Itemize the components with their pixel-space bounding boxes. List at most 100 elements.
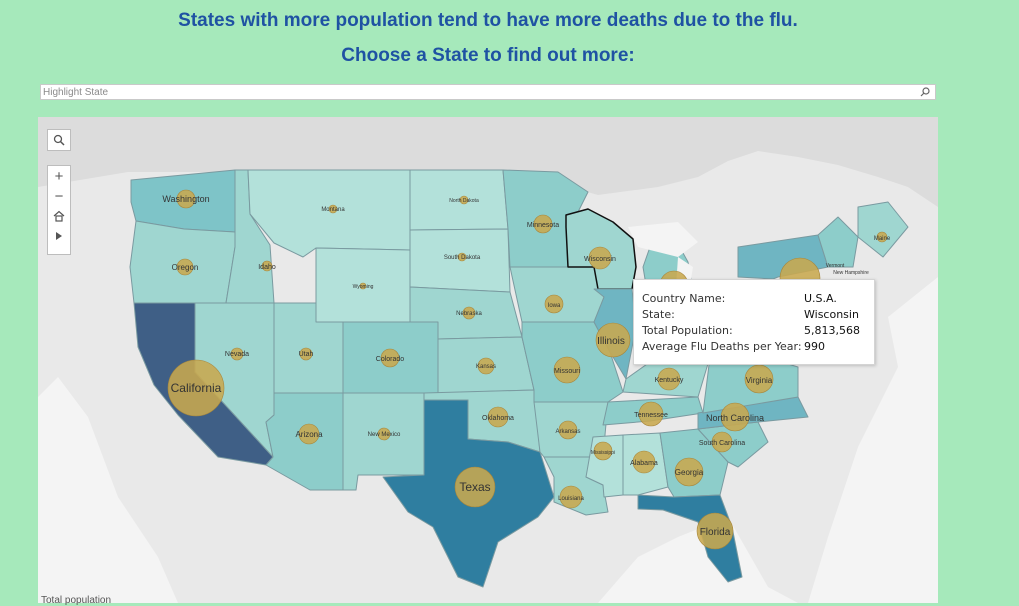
- bubble-iowa[interactable]: [544, 294, 564, 314]
- play-arrow-icon[interactable]: [48, 226, 70, 246]
- bubble-arkansas[interactable]: [558, 420, 578, 440]
- map-search-tool[interactable]: [47, 129, 71, 151]
- label-iowa: Iowa: [548, 303, 561, 309]
- label-new-mexico: New Mexico: [368, 432, 401, 438]
- title-line-1: States with more population tend to have…: [178, 10, 798, 31]
- bubble-georgia[interactable]: [674, 457, 704, 487]
- bubble-north-carolina[interactable]: [720, 402, 750, 432]
- label-utah: Utah: [299, 351, 314, 358]
- tooltip-row-country: Country Name: U.S.A.: [642, 291, 866, 307]
- bubble-wyoming[interactable]: [359, 282, 367, 290]
- label-minnesota: Minnesota: [527, 222, 559, 229]
- label-nebraska: Nebraska: [456, 311, 482, 317]
- lake-superior: [628, 222, 698, 257]
- bubble-missouri[interactable]: [553, 356, 581, 384]
- bubble-new-mexico[interactable]: [377, 427, 391, 441]
- label-texas: Texas: [459, 480, 490, 494]
- bubble-south-carolina[interactable]: [711, 431, 733, 453]
- label-south-carolina: South Carolina: [699, 440, 745, 447]
- label-oregon: Oregon: [172, 263, 199, 272]
- label-montana: Montana: [321, 207, 345, 213]
- bubble-kentucky[interactable]: [657, 367, 681, 391]
- label-vermont: Vermont: [826, 263, 845, 269]
- search-icon[interactable]: [919, 86, 931, 98]
- state-iowa[interactable]: [509, 266, 605, 323]
- bubble-virginia[interactable]: [744, 364, 774, 394]
- bubble-illinois[interactable]: [595, 322, 631, 358]
- label-georgia: Georgia: [675, 468, 704, 477]
- bubble-texas[interactable]: [454, 466, 496, 508]
- label-florida: Florida: [700, 527, 731, 538]
- state-new-england[interactable]: [817, 216, 859, 268]
- gulf-ocean: [598, 517, 798, 603]
- state-tooltip: Country Name: U.S.A. State: Wisconsin To…: [633, 279, 875, 365]
- label-oklahoma: Oklahoma: [482, 415, 514, 422]
- bubble-minnesota[interactable]: [533, 214, 553, 234]
- home-icon[interactable]: [48, 206, 70, 226]
- label-alabama: Alabama: [630, 460, 658, 467]
- label-kentucky: Kentucky: [655, 377, 684, 384]
- highlight-state-search[interactable]: [40, 84, 936, 100]
- bubble-kansas[interactable]: [477, 357, 495, 375]
- bubble-arizona[interactable]: [298, 423, 320, 445]
- search-icon[interactable]: [48, 130, 70, 150]
- bubble-california[interactable]: [167, 359, 225, 417]
- label-mississippi: Mississippi: [591, 450, 615, 456]
- map-panel[interactable]: Washington Oregon California Nevada Idah…: [38, 117, 938, 603]
- bubble-north-dakota[interactable]: [459, 195, 469, 205]
- bubble-oregon[interactable]: [176, 258, 194, 276]
- tooltip-country-label: Country Name:: [642, 292, 726, 305]
- label-washington: Washington: [162, 194, 209, 204]
- label-idaho: Idaho: [258, 264, 276, 271]
- bubble-washington[interactable]: [176, 189, 196, 209]
- label-nevada: Nevada: [225, 351, 249, 358]
- label-north-carolina: North Carolina: [706, 413, 764, 423]
- label-missouri: Missouri: [554, 368, 581, 375]
- us-map[interactable]: Washington Oregon California Nevada Idah…: [38, 117, 938, 603]
- tooltip-population-label: Total Population:: [642, 324, 733, 337]
- bubble-maine[interactable]: [876, 231, 888, 243]
- pacific-ocean: [38, 377, 178, 603]
- label-colorado: Colorado: [376, 356, 405, 363]
- zoom-in-button[interactable]: +: [54, 167, 64, 185]
- label-louisiana: Louisiana: [558, 496, 584, 502]
- canada-land: [38, 117, 938, 207]
- label-north-dakota: North Dakota: [449, 198, 479, 204]
- label-california: California: [171, 381, 222, 395]
- label-south-dakota: South Dakota: [444, 255, 481, 261]
- bubble-tennessee[interactable]: [638, 401, 664, 427]
- label-tennessee: Tennessee: [634, 412, 668, 419]
- atlantic-ocean: [808, 277, 938, 603]
- bubble-oklahoma[interactable]: [487, 406, 509, 428]
- bubble-nevada[interactable]: [230, 347, 244, 361]
- label-wyoming: Wyoming: [353, 284, 374, 290]
- footer-legend-label: Total population: [41, 595, 112, 606]
- label-kansas: Kansas: [476, 364, 496, 370]
- tooltip-country-value: U.S.A.: [804, 292, 837, 305]
- map-zoom-toolbar[interactable]: + −: [47, 165, 71, 255]
- tooltip-deaths-value: 990: [804, 340, 825, 353]
- tooltip-row-state: State: Wisconsin: [642, 307, 866, 323]
- bubble-idaho[interactable]: [261, 260, 273, 272]
- bubble-colorado[interactable]: [380, 348, 400, 368]
- bubble-montana[interactable]: [328, 204, 338, 214]
- title-line-2: Choose a State to find out more:: [341, 45, 635, 66]
- bubble-florida[interactable]: [696, 512, 734, 550]
- highlight-state-input[interactable]: [41, 85, 913, 99]
- bubble-wisconsin[interactable]: [588, 246, 612, 270]
- bubble-alabama[interactable]: [632, 450, 656, 474]
- tooltip-state-label: State:: [642, 308, 675, 321]
- tooltip-row-deaths: Average Flu Deaths per Year: 990: [642, 339, 866, 355]
- bubble-louisiana[interactable]: [559, 485, 583, 509]
- tooltip-row-population: Total Population: 5,813,568: [642, 323, 866, 339]
- tooltip-deaths-label: Average Flu Deaths per Year:: [642, 340, 802, 353]
- tooltip-population-value: 5,813,568: [804, 324, 860, 337]
- bubble-utah[interactable]: [299, 347, 313, 361]
- zoom-out-button[interactable]: −: [54, 187, 64, 205]
- tooltip-state-value: Wisconsin: [804, 308, 859, 321]
- label-arizona: Arizona: [295, 430, 323, 439]
- bubble-mississippi[interactable]: [593, 441, 613, 461]
- bubble-south-dakota[interactable]: [457, 252, 467, 262]
- bubble-nebraska[interactable]: [462, 306, 476, 320]
- state-maine[interactable]: [857, 201, 909, 258]
